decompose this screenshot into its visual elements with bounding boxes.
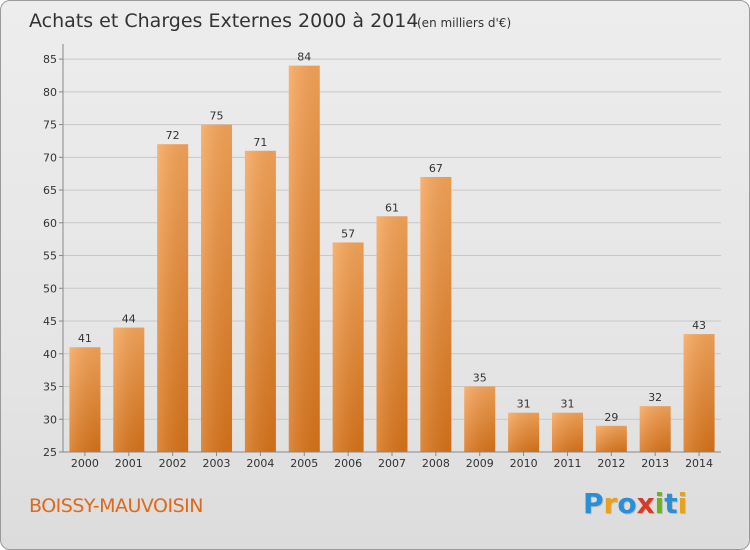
y-tick-label: 75 [43, 119, 57, 132]
y-tick-label: 50 [43, 282, 57, 295]
bar-shade-2013 [639, 406, 671, 452]
bar-shade-2001 [113, 327, 145, 452]
chart-subtitle: (en milliers d'€) [417, 16, 511, 30]
y-tick-label: 65 [43, 184, 57, 197]
y-tick-label: 60 [43, 217, 57, 230]
bar-shade-2014 [683, 334, 715, 452]
y-tick-label: 45 [43, 315, 57, 328]
y-tick-label: 55 [43, 250, 57, 263]
logo-letter: i [677, 487, 688, 520]
x-tick-label: 2002 [159, 457, 187, 470]
y-tick-label: 35 [43, 381, 57, 394]
y-tick-label: 70 [43, 151, 57, 164]
bar-shade-2000 [69, 347, 101, 452]
x-tick-label: 2008 [422, 457, 450, 470]
bar-value-label: 31 [560, 398, 574, 411]
x-tick-label: 2011 [553, 457, 581, 470]
x-tick-label: 2007 [378, 457, 406, 470]
logo-letter: t [664, 487, 678, 520]
bar-shade-2010 [508, 412, 540, 452]
y-tick-label: 30 [43, 413, 57, 426]
x-tick-label: 2003 [203, 457, 231, 470]
bar-value-label: 67 [429, 162, 443, 175]
logo-letter: x [636, 487, 655, 520]
logo-letter: o [617, 487, 637, 520]
y-tick-label: 40 [43, 348, 57, 361]
x-tick-label: 2004 [246, 457, 274, 470]
bar-value-label: 43 [692, 319, 706, 332]
bar-shade-2006 [332, 242, 364, 452]
logo-letter: r [603, 487, 618, 520]
bar-value-label: 84 [297, 51, 311, 64]
x-tick-label: 2009 [466, 457, 494, 470]
bar-shade-2012 [595, 425, 627, 452]
bar-value-label: 41 [78, 332, 92, 345]
bar-shade-2007 [376, 216, 408, 452]
chart-title: Achats et Charges Externes 2000 à 2014 [29, 10, 418, 32]
x-tick-label: 2001 [115, 457, 143, 470]
commune-name: BOISSY-MAUVOISIN [29, 495, 203, 517]
x-tick-label: 2014 [685, 457, 713, 470]
bar-value-label: 71 [253, 136, 267, 149]
x-tick-label: 2005 [290, 457, 318, 470]
bar-value-label: 61 [385, 201, 399, 214]
bar-shade-2009 [464, 386, 496, 452]
bar-value-label: 29 [604, 411, 618, 424]
bar-shade-2003 [201, 124, 233, 453]
bar-value-label: 35 [473, 372, 487, 385]
y-tick-label: 80 [43, 86, 57, 99]
logo-letter: P [583, 487, 604, 520]
proxiti-logo: Proxiti [583, 487, 687, 520]
bar-shade-2008 [420, 176, 452, 452]
bar-shade-2005 [288, 65, 320, 452]
bar-value-label: 44 [122, 313, 136, 326]
bar-shade-2004 [244, 150, 276, 452]
bar-shade-2011 [551, 412, 583, 452]
bar-value-label: 32 [648, 391, 662, 404]
bar-value-label: 75 [210, 110, 224, 123]
x-tick-label: 2010 [510, 457, 538, 470]
y-tick-label: 25 [43, 446, 57, 459]
y-tick-label: 85 [43, 53, 57, 66]
bar-value-label: 57 [341, 227, 355, 240]
bar-value-label: 72 [166, 129, 180, 142]
x-tick-label: 2012 [597, 457, 625, 470]
bar-value-label: 31 [517, 398, 531, 411]
x-tick-label: 2000 [71, 457, 99, 470]
bar-shade-2002 [157, 144, 189, 452]
x-tick-label: 2006 [334, 457, 362, 470]
x-tick-label: 2013 [641, 457, 669, 470]
logo-letter: i [654, 487, 665, 520]
